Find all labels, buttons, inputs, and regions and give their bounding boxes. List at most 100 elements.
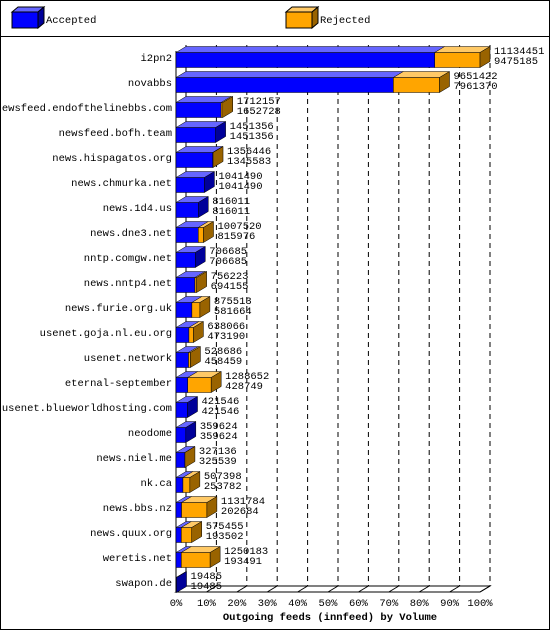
bar-segment — [393, 77, 440, 93]
bar-side — [193, 321, 204, 343]
value-label: 202684 — [221, 506, 259, 518]
y-tick-label: news.hispagatos.org — [52, 153, 172, 165]
y-tick-label: weretis.net — [103, 553, 172, 565]
x-tick-label: 60% — [349, 598, 369, 610]
y-tick-label: news.bbs.nz — [103, 503, 172, 515]
bar-segment — [175, 427, 187, 443]
value-label: 815976 — [218, 231, 256, 243]
x-tick-label: 70% — [379, 598, 399, 610]
legend-swatch — [11, 11, 39, 29]
bar-segment — [188, 327, 194, 343]
bar-side — [204, 171, 215, 193]
y-tick-label: newsfeed.bofh.team — [59, 128, 172, 140]
x-tick-label: 30% — [258, 598, 278, 610]
value-label: 1451356 — [230, 131, 274, 143]
bar-top — [175, 46, 446, 53]
y-tick-label: news.quux.org — [90, 528, 172, 540]
y-tick-label: nk.ca — [140, 478, 172, 490]
x-tick-label: 100% — [467, 598, 493, 610]
value-label: 7961370 — [454, 81, 498, 93]
legend-swatch — [37, 5, 45, 30]
bar-side — [191, 521, 202, 543]
bar-segment — [175, 52, 435, 68]
legend-label: Accepted — [46, 15, 96, 27]
bar-segment — [175, 502, 182, 518]
y-tick-label: i2pn2 — [140, 53, 172, 65]
value-label: 1652728 — [237, 106, 281, 118]
bar-top — [175, 71, 405, 78]
bar-side — [203, 221, 214, 243]
value-label: 253782 — [204, 481, 242, 493]
bar-side — [206, 496, 218, 518]
tick-mark — [297, 585, 308, 593]
bar-side — [184, 446, 196, 468]
tick-mark — [388, 585, 400, 593]
bar-side — [189, 471, 201, 493]
bar-segment — [182, 477, 191, 493]
y-tick-label: news.chmurka.net — [71, 178, 172, 190]
y-tick-label: usenet.network — [84, 353, 172, 365]
value-label: 706685 — [209, 246, 247, 258]
value-label: 1345583 — [227, 156, 271, 168]
x-tick-label: 90% — [440, 598, 460, 610]
bar-segment — [181, 502, 208, 518]
value-label: 507398 — [204, 471, 242, 483]
value-label: 11134451 — [494, 46, 544, 58]
bar-segment — [175, 302, 193, 318]
tick-mark — [479, 585, 491, 593]
bar-segment — [191, 302, 201, 318]
bar-segment — [175, 352, 189, 368]
y-tick-label: news.1d4.us — [103, 203, 172, 215]
value-label: 816011 — [212, 206, 250, 218]
legend-swatch — [285, 11, 313, 29]
bar-segment — [175, 452, 186, 468]
bar-side — [479, 46, 491, 68]
bar-side — [215, 121, 226, 143]
value-label: 528686 — [204, 346, 242, 358]
value-label: 421546 — [202, 406, 240, 418]
y-tick-label: usenet.blueworldhosting.com — [2, 403, 172, 415]
bar-segment — [187, 377, 212, 393]
y-tick-label: news.niel.me — [96, 453, 172, 465]
value-label: 421546 — [202, 396, 240, 408]
bar-segment — [181, 552, 211, 568]
bar-side — [198, 196, 209, 218]
y-tick-label: news.nntp4.net — [84, 278, 172, 290]
bar-side — [199, 296, 211, 318]
tick-mark — [449, 585, 460, 593]
bar-segment — [175, 327, 190, 343]
x-tick-label: 40% — [288, 598, 308, 610]
bar-segment — [434, 52, 481, 68]
bar-side — [185, 421, 197, 443]
bar-segment — [175, 77, 394, 93]
bar-side — [222, 96, 233, 118]
bar-segment — [175, 402, 188, 418]
value-label: 1041490 — [218, 171, 262, 183]
bar-segment — [175, 552, 182, 568]
tick-mark — [418, 585, 430, 593]
bar-side — [212, 146, 224, 168]
value-label: 473190 — [207, 331, 245, 343]
value-label: 575455 — [206, 521, 244, 533]
legend-label: Rejected — [320, 15, 370, 27]
y-tick-label: eternal-september — [65, 378, 172, 390]
value-label: 1041490 — [218, 181, 262, 193]
tick-mark — [236, 585, 248, 593]
value-label: 1250183 — [224, 546, 268, 558]
value-label: 638066 — [207, 321, 245, 333]
value-label: 193491 — [224, 556, 262, 568]
value-label: 327136 — [199, 446, 237, 458]
y-tick-label: news.furie.org.uk — [65, 303, 172, 315]
value-label: 325539 — [199, 456, 237, 468]
bar-side — [209, 546, 221, 568]
x-tick-label: 0% — [170, 598, 183, 610]
bar-segment — [175, 202, 199, 218]
y-tick-label: news.dne3.net — [90, 228, 172, 240]
bar-side — [187, 396, 198, 418]
bar-segment — [175, 477, 184, 493]
value-label: 9651422 — [454, 71, 498, 83]
y-tick-label: swapon.de — [115, 578, 172, 590]
bar-segment — [175, 177, 205, 193]
bar-side — [210, 371, 222, 393]
x-tick-label: 80% — [410, 598, 430, 610]
